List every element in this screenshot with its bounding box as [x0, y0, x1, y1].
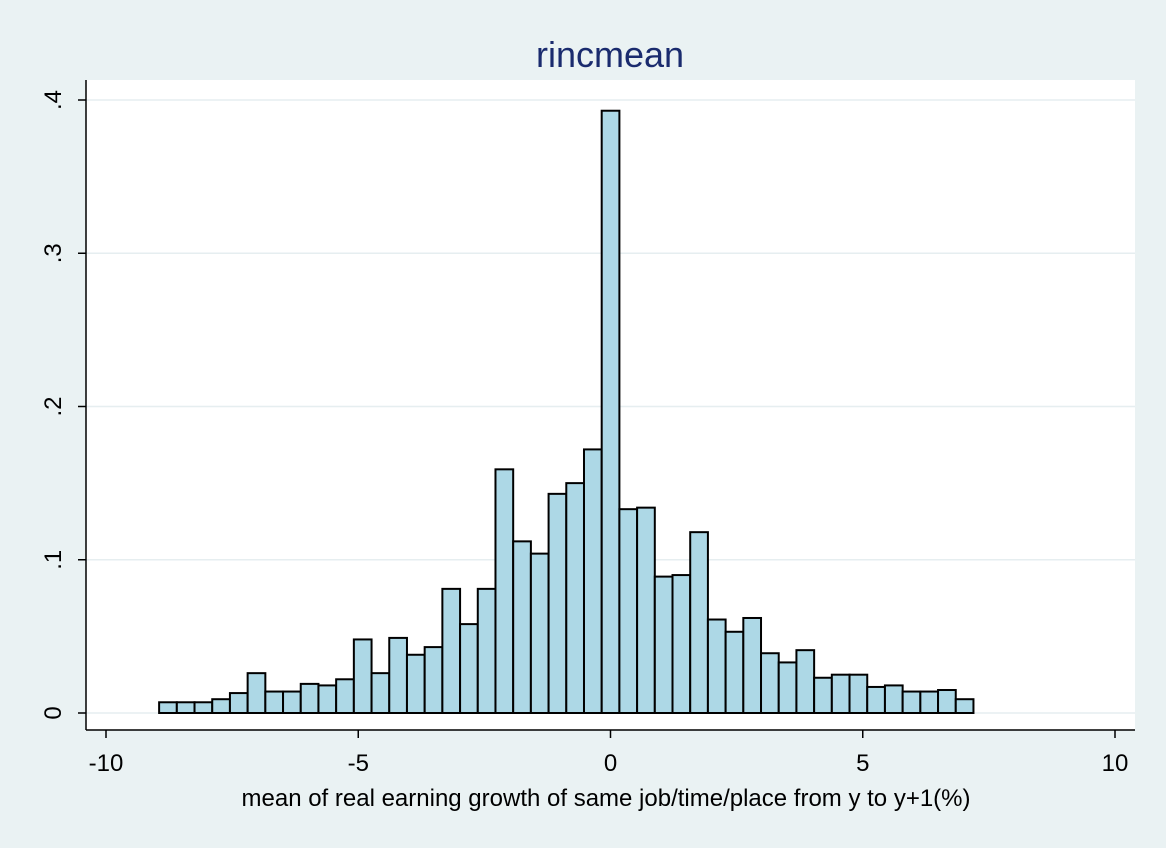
histogram-bar	[529, 552, 550, 714]
histogram-bar	[689, 531, 709, 714]
histogram-bar	[264, 690, 285, 714]
histogram-bar	[724, 630, 745, 715]
y-tick-label: .4	[40, 90, 67, 110]
x-tick-label: -10	[89, 750, 124, 777]
histogram-bar	[883, 684, 904, 714]
histogram-bar	[760, 652, 780, 714]
histogram-bar	[388, 636, 408, 714]
histogram-bar	[494, 468, 515, 714]
histogram-bar	[813, 676, 833, 715]
histogram-bar	[441, 587, 462, 714]
histogram-bar	[459, 623, 479, 714]
histogram-bar	[228, 692, 249, 715]
histogram-bar	[848, 673, 869, 714]
histogram-bar	[742, 616, 763, 714]
histogram-bar	[795, 649, 816, 714]
histogram-bar	[246, 672, 267, 715]
histogram-bar	[335, 678, 355, 714]
y-ticks: 0 .1 .2 .3 .4	[40, 90, 86, 720]
histogram-bar	[565, 482, 585, 714]
y-tick-label: .3	[40, 243, 67, 263]
histogram-bar	[671, 574, 692, 715]
histogram-bar	[193, 701, 214, 715]
histogram-bar	[653, 575, 674, 714]
histogram-bar	[954, 698, 975, 715]
y-tick-label: 0	[40, 706, 67, 719]
histogram-bar	[370, 672, 391, 715]
x-tick-label: 10	[1102, 750, 1129, 777]
histogram-bar	[866, 685, 886, 715]
histogram-bar	[423, 646, 444, 714]
histogram-bar	[618, 508, 639, 714]
histogram-bar	[175, 701, 196, 715]
histogram-bar	[830, 673, 851, 714]
histogram-bar	[282, 690, 302, 714]
histogram-bar	[299, 682, 320, 715]
histogram-bar	[547, 492, 568, 715]
chart-title: rincmean	[536, 34, 684, 75]
histogram-bar	[476, 587, 497, 714]
histogram-bar	[582, 448, 603, 714]
histogram-bar	[352, 638, 373, 714]
x-tick-label: -5	[348, 750, 369, 777]
histogram-bar	[636, 506, 656, 714]
histogram-bar	[937, 689, 957, 715]
x-tick-label: 0	[604, 750, 617, 777]
histogram-bar	[405, 653, 426, 715]
bars	[158, 109, 975, 715]
y-tick-label: .2	[40, 396, 67, 416]
histogram-bar	[777, 661, 798, 714]
histogram-bar	[901, 690, 922, 714]
x-tick-label: 5	[856, 750, 869, 777]
histogram-bar	[919, 690, 940, 714]
x-axis-title: mean of real earning growth of same job/…	[242, 785, 971, 812]
x-ticks: -10 -5 0 5 10	[89, 730, 1129, 777]
histogram-bar	[600, 109, 621, 715]
histogram-bar	[317, 684, 338, 714]
y-tick-label: .1	[40, 550, 67, 570]
histogram-bar	[211, 698, 231, 715]
histogram-bar	[158, 701, 178, 715]
histogram-bar	[706, 618, 727, 715]
histogram-bar	[512, 540, 532, 714]
